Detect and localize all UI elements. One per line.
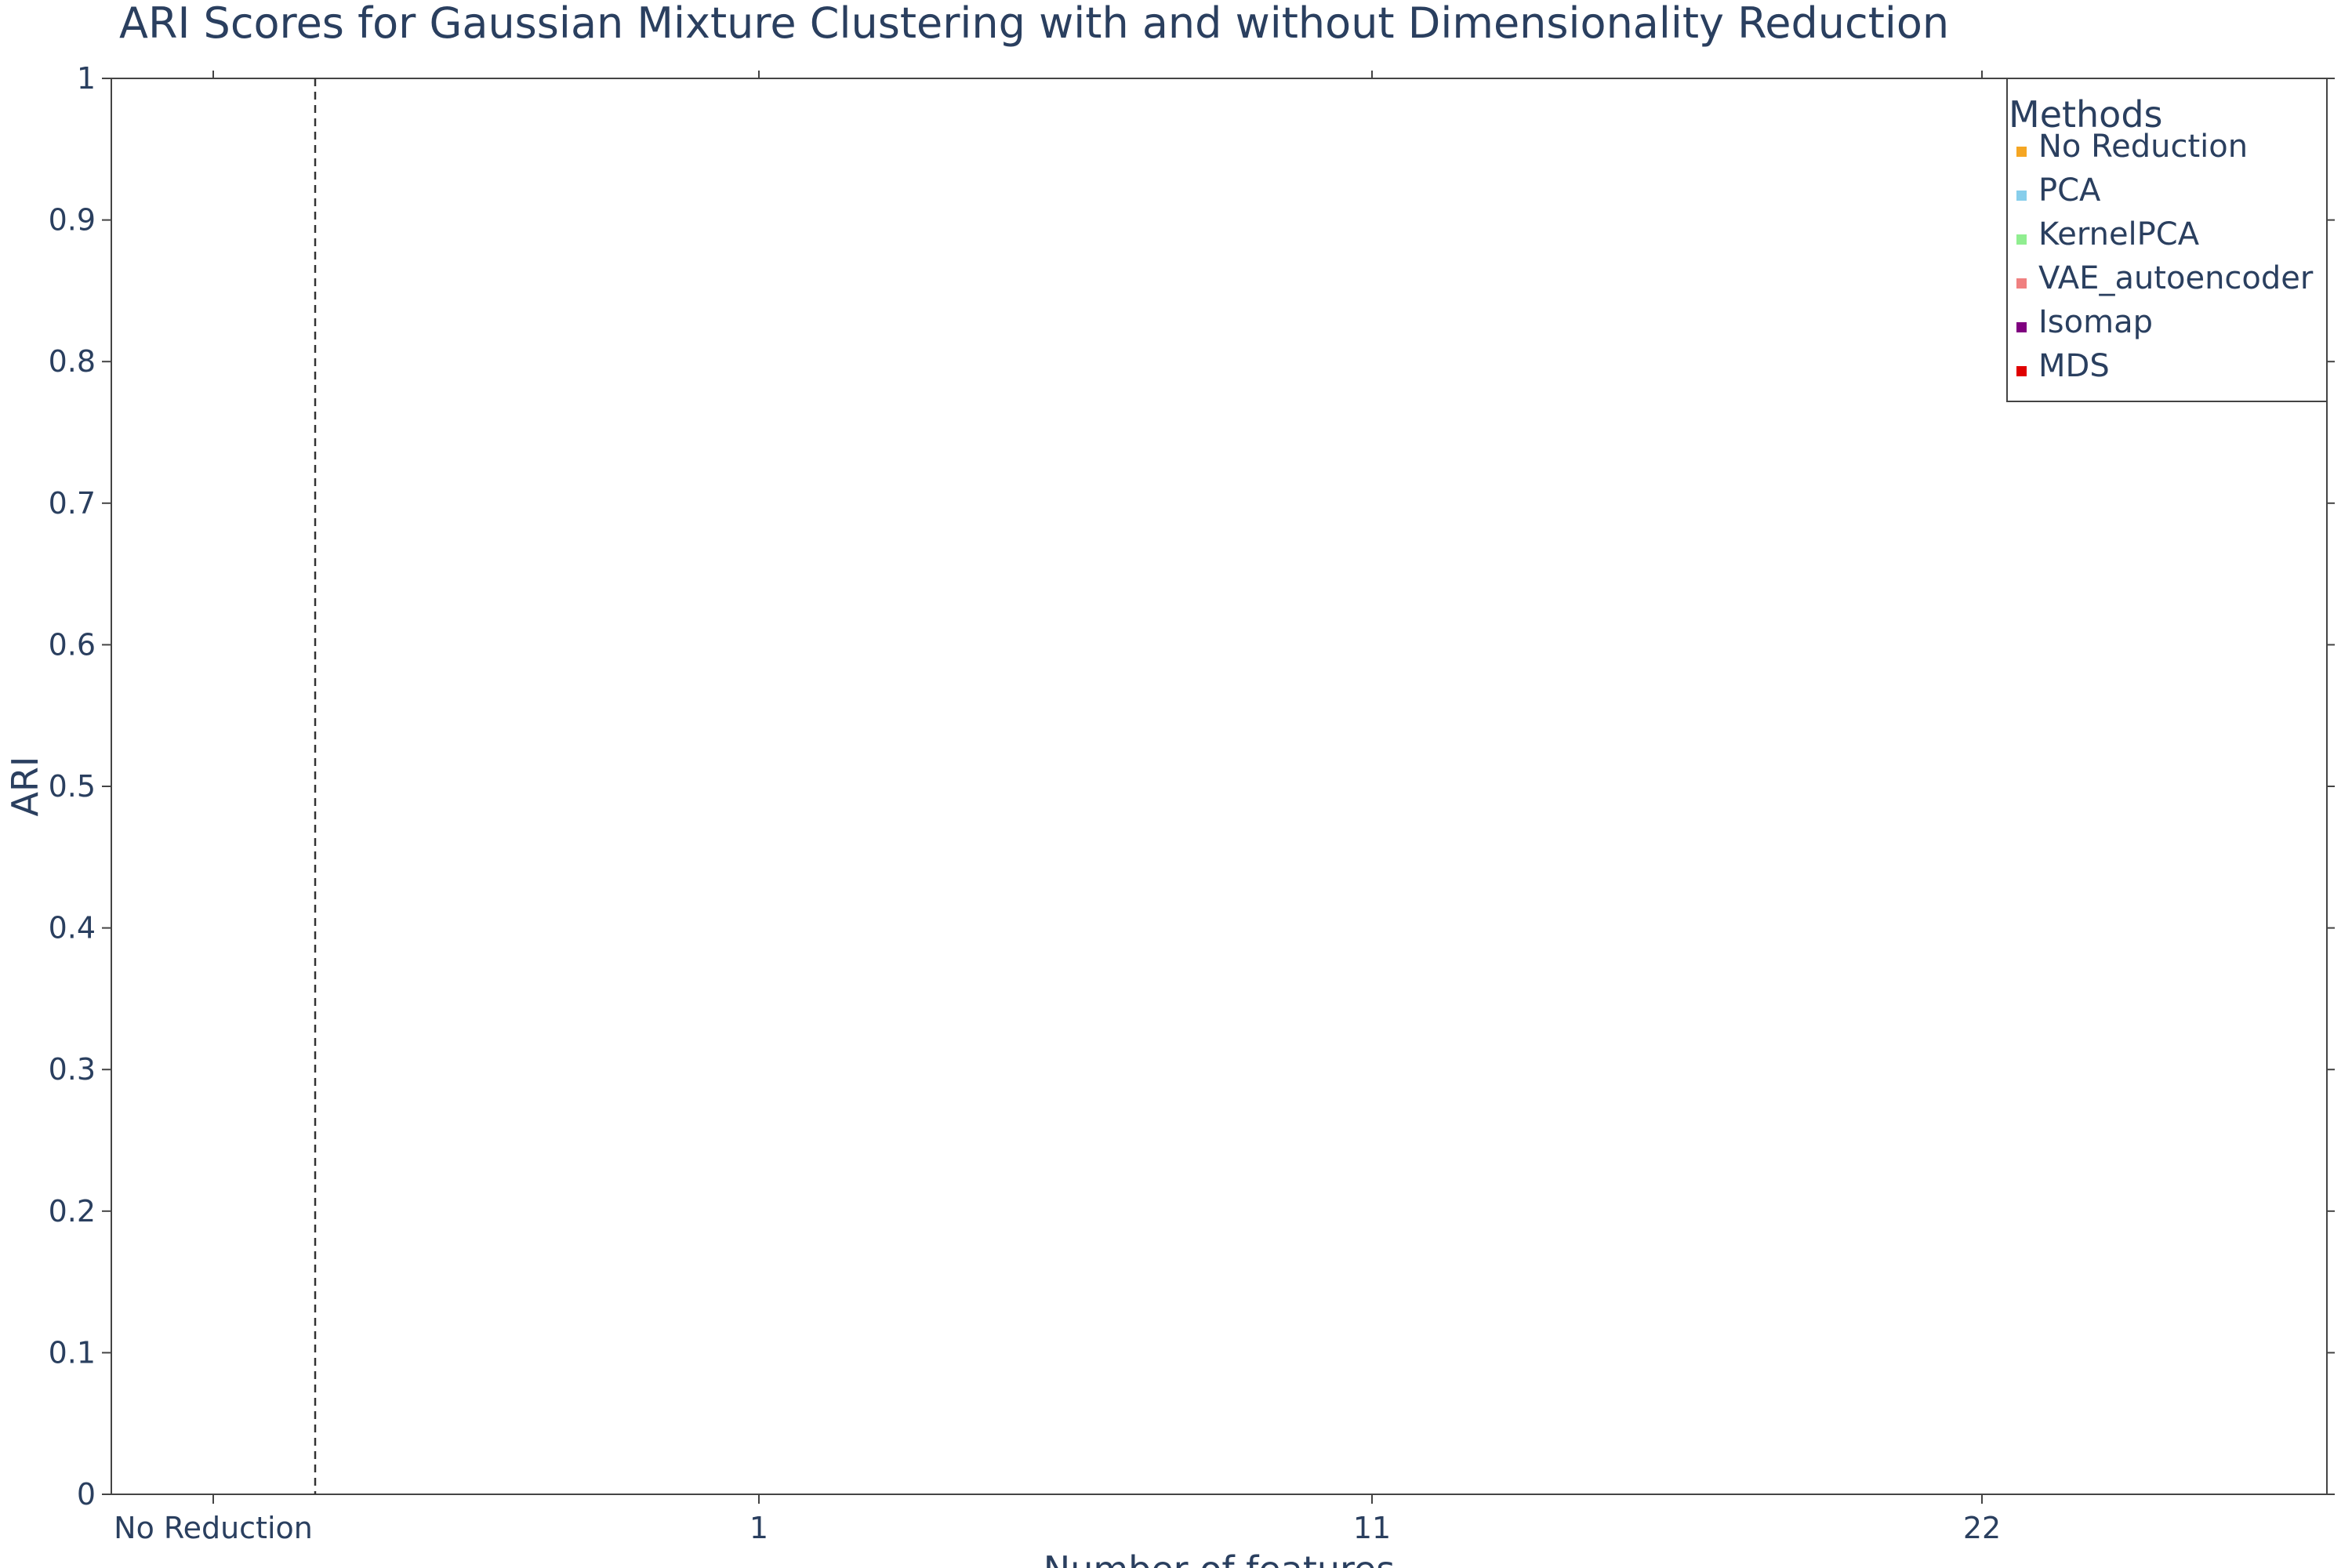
legend-entry: No Reduction	[2038, 129, 2248, 165]
legend-entry: Isomap	[2038, 304, 2153, 340]
x-tick-label: 22	[1963, 1511, 2001, 1545]
y-tick-label: 0	[77, 1477, 96, 1512]
x-tick-label: No Reduction	[114, 1511, 313, 1545]
y-tick-label: 0.5	[49, 769, 96, 804]
legend-swatch	[2016, 234, 2027, 245]
y-axis-title: ARI	[4, 757, 46, 817]
legend-swatch	[2016, 366, 2027, 376]
legend-entry: MDS	[2038, 348, 2110, 384]
legend-swatch	[2016, 322, 2027, 332]
y-tick-label: 0.3	[49, 1052, 96, 1087]
legend: Methods No Reduction PCA KernelPCA VAE_auto…	[2006, 78, 2328, 402]
chart-title: ARI Scores for Gaussian Mixture Clusteri…	[119, 0, 1949, 48]
x-axis-title: Number of features	[1044, 1548, 1395, 1568]
y-tick-label: 0.4	[49, 911, 96, 946]
plot-area	[111, 78, 2328, 1495]
legend-entry: VAE_autoencoder	[2038, 260, 2314, 296]
legend-title: Methods	[2009, 93, 2163, 136]
y-tick-label: 0.1	[49, 1335, 96, 1370]
y-tick-label: 1	[77, 61, 96, 96]
legend-box	[2006, 78, 2328, 402]
y-tick-label: 0.9	[49, 203, 96, 238]
x-axis: No Reduction 1 11 22	[114, 71, 2001, 1545]
x-tick-label: 1	[750, 1511, 768, 1545]
legend-swatch	[2016, 278, 2027, 289]
legend-swatch	[2016, 147, 2027, 157]
y-tick-label: 0.6	[49, 627, 96, 662]
legend-entry: KernelPCA	[2038, 216, 2200, 252]
legend-entries: No Reduction PCA KernelPCA VAE_autoencoder I…	[2016, 129, 2314, 384]
y-axis: 0 0.1 0.2 0.3 0.4 0.5 0.6 0.7 0.8 0.9 1	[49, 61, 2335, 1512]
y-tick-label: 0.7	[49, 486, 96, 521]
x-tick-label: 11	[1353, 1511, 1391, 1545]
legend-entry: PCA	[2038, 172, 2101, 209]
legend-swatch	[2016, 191, 2027, 201]
y-tick-label: 0.8	[49, 344, 96, 379]
y-tick-label: 0.2	[49, 1194, 96, 1229]
